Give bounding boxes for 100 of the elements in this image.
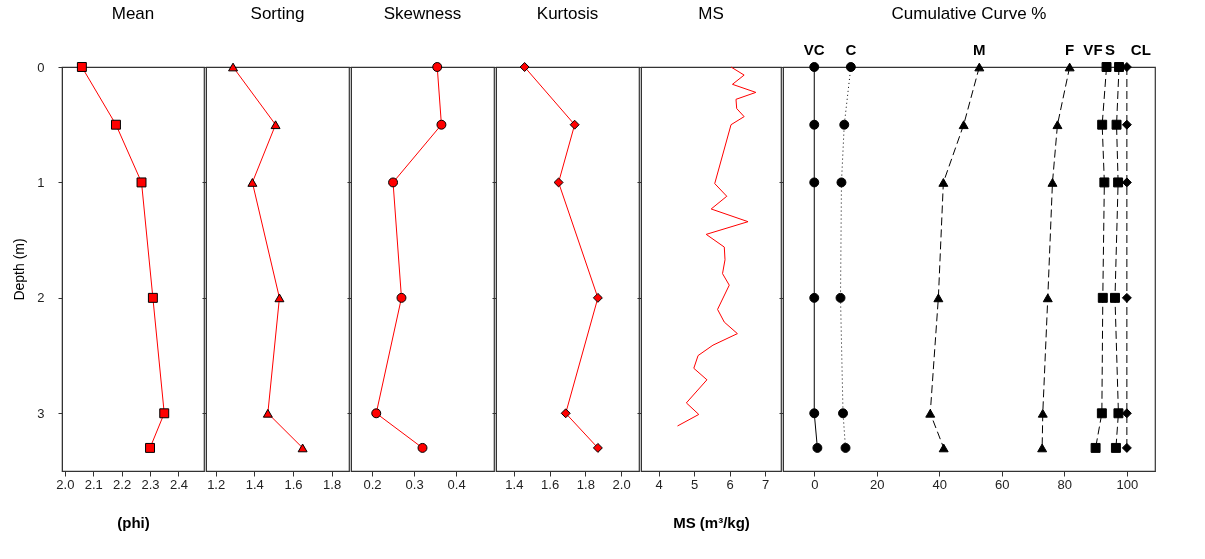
point (1047, 178, 1058, 187)
point (553, 177, 564, 188)
point (247, 178, 258, 187)
point (110, 119, 121, 130)
y-axis-title: Depth (m) (11, 238, 28, 301)
point (1097, 292, 1108, 303)
point (592, 292, 603, 303)
series-label: VC (803, 41, 825, 58)
point (1037, 408, 1048, 418)
point (1110, 442, 1121, 453)
point (159, 408, 170, 419)
x-tick-label: 80 (1057, 476, 1073, 492)
point (809, 119, 820, 130)
x-tick-label: 1.2 (207, 476, 226, 492)
series-label: F (1065, 41, 1075, 58)
point (519, 62, 530, 72)
x-tick-label: 2.4 (169, 476, 188, 492)
x-axis-title: (phi) (117, 513, 150, 531)
x-tick-label: 1.8 (576, 476, 595, 492)
point (396, 292, 407, 303)
point (1121, 177, 1132, 188)
point (974, 62, 985, 72)
point (1114, 62, 1125, 72)
y-tick-label: 3 (37, 405, 45, 421)
point (1064, 62, 1075, 72)
chart-title: Skewness (383, 4, 462, 23)
point (432, 62, 443, 72)
x-tick-label: 2.3 (141, 476, 160, 492)
point (297, 443, 308, 453)
point (1101, 62, 1112, 72)
x-tick-label: 20 (870, 476, 885, 492)
point (1037, 443, 1048, 453)
x-axis-title: MS (m³/kg) (673, 513, 750, 531)
series-label: C (845, 41, 857, 58)
point (938, 178, 949, 187)
x-tick-label: 6 (726, 476, 734, 492)
point (1121, 442, 1132, 453)
x-tick-label: 2.0 (56, 476, 75, 492)
point (145, 442, 156, 453)
point (1111, 119, 1122, 130)
chart-title: Kurtosis (536, 4, 599, 23)
point (388, 177, 399, 188)
point (938, 443, 949, 453)
point (839, 119, 850, 130)
point (925, 408, 936, 418)
point (809, 177, 820, 188)
point (840, 442, 851, 453)
y-tick-label: 1 (37, 174, 45, 190)
point (371, 408, 382, 419)
series-label: M (973, 41, 986, 58)
x-tick-label: 2.1 (84, 476, 103, 492)
chart-title: Sorting (250, 4, 305, 23)
x-tick-label: 0 (811, 476, 819, 492)
x-tick-label: 2.0 (612, 476, 631, 492)
point (809, 408, 820, 419)
point (1099, 177, 1110, 188)
point (958, 120, 969, 130)
point (812, 442, 823, 453)
y-tick-label: 2 (37, 290, 45, 306)
series-label: S (1105, 41, 1116, 58)
point (592, 442, 603, 453)
point (1113, 177, 1124, 188)
y-tick-label: 0 (37, 59, 45, 75)
point (809, 292, 820, 303)
x-tick-label: 60 (995, 476, 1010, 492)
point (1113, 408, 1124, 419)
series-label: CL (1130, 41, 1151, 58)
point (136, 177, 147, 188)
point (1096, 408, 1107, 419)
chart-title: Cumulative Curve % (891, 4, 1047, 23)
chart-title: MS (698, 4, 724, 23)
series-label: VF (1083, 41, 1103, 58)
x-tick-label: 1.4 (505, 476, 524, 492)
x-tick-label: 100 (1116, 476, 1139, 492)
x-tick-label: 0.3 (405, 476, 424, 492)
point (76, 62, 87, 72)
x-tick-label: 2.2 (113, 476, 132, 492)
point (270, 120, 281, 130)
point (274, 293, 285, 303)
point (560, 408, 571, 419)
point (933, 293, 944, 303)
point (1097, 119, 1108, 130)
point (1121, 119, 1132, 130)
point (1121, 292, 1132, 303)
point (1121, 408, 1132, 419)
x-tick-label: 1.8 (323, 476, 342, 492)
point (1110, 292, 1120, 303)
x-tick-label: 1.6 (284, 476, 303, 492)
point (262, 408, 273, 418)
point (228, 62, 239, 72)
point (1090, 442, 1101, 453)
x-tick-label: 5 (691, 476, 699, 492)
point (809, 62, 820, 72)
x-tick-label: 1.4 (245, 476, 264, 492)
x-tick-label: 0.2 (363, 476, 382, 492)
point (147, 292, 158, 303)
x-tick-label: 1.6 (541, 476, 560, 492)
point (835, 292, 846, 303)
point (845, 62, 856, 72)
chart-title: Mean (111, 4, 155, 23)
